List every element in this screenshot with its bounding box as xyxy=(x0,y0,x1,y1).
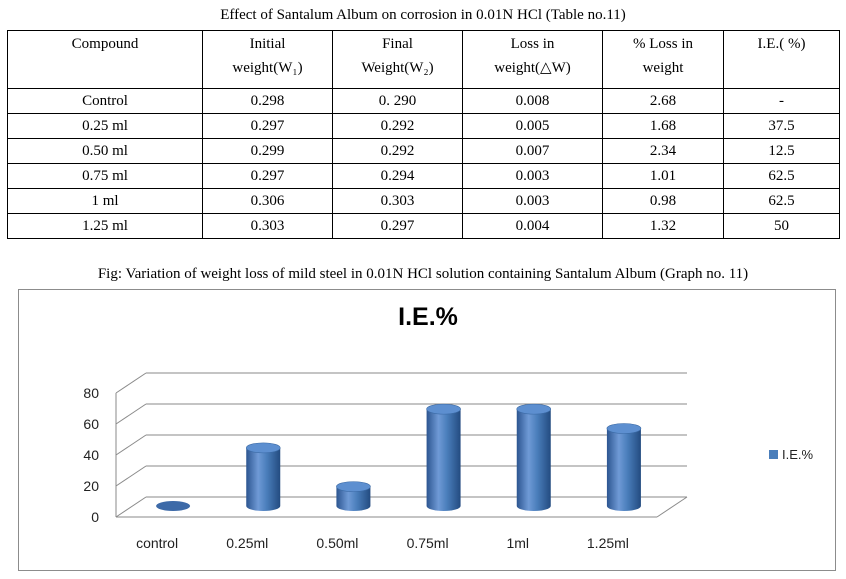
table-cell: 0.98 xyxy=(602,188,724,214)
header-line: Initial xyxy=(249,36,286,52)
table-cell: 0.306 xyxy=(202,188,333,214)
header-line: weight xyxy=(642,60,684,76)
x-tick-label: 0.50ml xyxy=(316,535,358,551)
bar-top xyxy=(606,423,642,434)
y-tick-label: 80 xyxy=(83,385,99,401)
header-cell: Final Weight(W₂) xyxy=(332,30,463,89)
gridline-side xyxy=(115,496,147,518)
legend-label: I.E.% xyxy=(782,447,814,462)
table-cell: 0.50 ml xyxy=(7,138,203,164)
table-cell: 0.303 xyxy=(202,213,333,239)
bar-top xyxy=(426,403,461,415)
table-cell: 12.5 xyxy=(723,138,840,164)
table-cell: 1.32 xyxy=(602,213,724,239)
legend-swatch xyxy=(769,450,778,459)
header-cell: Loss in weight(△W) xyxy=(462,30,603,89)
table-cell: 0.292 xyxy=(332,113,463,139)
bar xyxy=(606,428,641,511)
gridline-side xyxy=(115,465,147,487)
table-cell: 62.5 xyxy=(723,163,840,189)
x-tick-label: 1.25ml xyxy=(587,535,629,551)
table-cell: 0.303 xyxy=(332,188,463,214)
table-cell: 0.003 xyxy=(462,163,603,189)
table-cell: 0.003 xyxy=(462,188,603,214)
chart-title: I.E.% xyxy=(398,303,458,331)
table-cell: 1.68 xyxy=(602,113,724,139)
table-row: Control 0.298 0. 290 0.008 2.68- xyxy=(7,88,840,114)
header-cell: % Loss in weight xyxy=(602,30,724,89)
x-tick-label: 0.75ml xyxy=(407,535,449,551)
bar-top xyxy=(156,501,191,511)
header-line: I.E.( %) xyxy=(757,36,806,52)
header-line: Compound xyxy=(71,36,139,52)
header-line: weight(△W) xyxy=(494,60,571,76)
bar-chart: 0 20 40 60 80 control 0.25ml 0.50ml 0.75ml 1ml 1.2… xyxy=(83,372,688,551)
x-tick-label: control xyxy=(136,535,178,551)
gridline-side xyxy=(115,434,147,456)
bar xyxy=(426,409,461,511)
bar xyxy=(336,486,371,511)
y-tick-label: 20 xyxy=(83,478,99,494)
header-line: weight(W₁) xyxy=(232,60,303,76)
figure-caption: Fig: Variation of weight loss of mild st… xyxy=(97,266,749,282)
table-row: 0.25 ml 0.297 0.292 0.005 1.68 37.5 xyxy=(7,113,840,139)
table-cell: 0.004 xyxy=(462,213,603,239)
table-caption: Effect of Santalum Album on corrosion in… xyxy=(220,7,626,23)
y-tick-label: 0 xyxy=(91,509,99,525)
table-cell: 0.292 xyxy=(332,138,463,164)
bar-top xyxy=(245,442,281,454)
header-line: Loss in xyxy=(510,36,555,52)
bar-top xyxy=(516,403,552,415)
table-cell: 0.299 xyxy=(202,138,333,164)
table-cell: 62.5 xyxy=(723,188,840,214)
table-cell: - xyxy=(723,88,840,114)
gridline-side xyxy=(115,403,147,425)
y-tick-label: 60 xyxy=(83,416,99,432)
header-cell: Compound xyxy=(7,30,203,89)
table-header-row: Compound Initial weight(W₁) Final Weight(W₂)… xyxy=(7,30,840,89)
chart-legend: I.E.% xyxy=(769,447,813,462)
table-cell: 0.75 ml xyxy=(7,163,203,189)
header-line: Weight(W₂) xyxy=(361,60,434,76)
table-cell: Control xyxy=(7,88,203,114)
table-cell: 0.294 xyxy=(332,163,463,189)
table-cell: 2.68 xyxy=(602,88,724,114)
table-cell: 1.25 ml xyxy=(7,213,203,239)
bar-top xyxy=(336,481,371,492)
header-cell: Initial weight(W₁) xyxy=(202,30,333,89)
table-cell: 0.297 xyxy=(202,163,333,189)
table-row: 0.50 ml 0.299 0.292 0.007 2.34 12.5 xyxy=(7,138,840,164)
table-cell: 2.34 xyxy=(602,138,724,164)
table-cell: 50 xyxy=(723,213,840,239)
table-cell: 0.008 xyxy=(462,88,603,114)
table-cell: 0.007 xyxy=(462,138,603,164)
chart-area: I.E.% 0 20 40 60 80 control 0.25ml 0.50ml 0.75ml… xyxy=(18,289,836,571)
table-cell: 0.25 ml xyxy=(7,113,203,139)
table-row: 0.75 ml 0.297 0.294 0.003 1.01 62.5 xyxy=(7,163,840,189)
floor-right-edge xyxy=(656,496,688,518)
header-line: Final xyxy=(382,36,413,52)
table-row: 1 ml 0.306 0.303 0.003 0.98 62.5 xyxy=(7,188,840,214)
table-cell: 37.5 xyxy=(723,113,840,139)
x-tick-label: 1ml xyxy=(506,535,529,551)
bar xyxy=(516,409,551,511)
bar xyxy=(246,447,281,511)
table-cell: 0.297 xyxy=(202,113,333,139)
table-cell: 0.298 xyxy=(202,88,333,114)
y-tick-label: 40 xyxy=(83,447,99,463)
header-line: % Loss in xyxy=(633,36,693,52)
table-cell: 1.01 xyxy=(602,163,724,189)
table-row: 1.25 ml 0.303 0.297 0.004 1.32 50 xyxy=(7,213,840,239)
table-cell: 0. 290 xyxy=(332,88,463,114)
gridline-side xyxy=(115,372,147,394)
results-table: Compound Initial weight(W₁) Final Weight(W₂)… xyxy=(7,30,840,239)
table-cell: 0.005 xyxy=(462,113,603,139)
x-tick-label: 0.25ml xyxy=(226,535,268,551)
header-cell: I.E.( %) xyxy=(723,30,840,89)
table-cell: 0.297 xyxy=(332,213,463,239)
table-cell: 1 ml xyxy=(7,188,203,214)
